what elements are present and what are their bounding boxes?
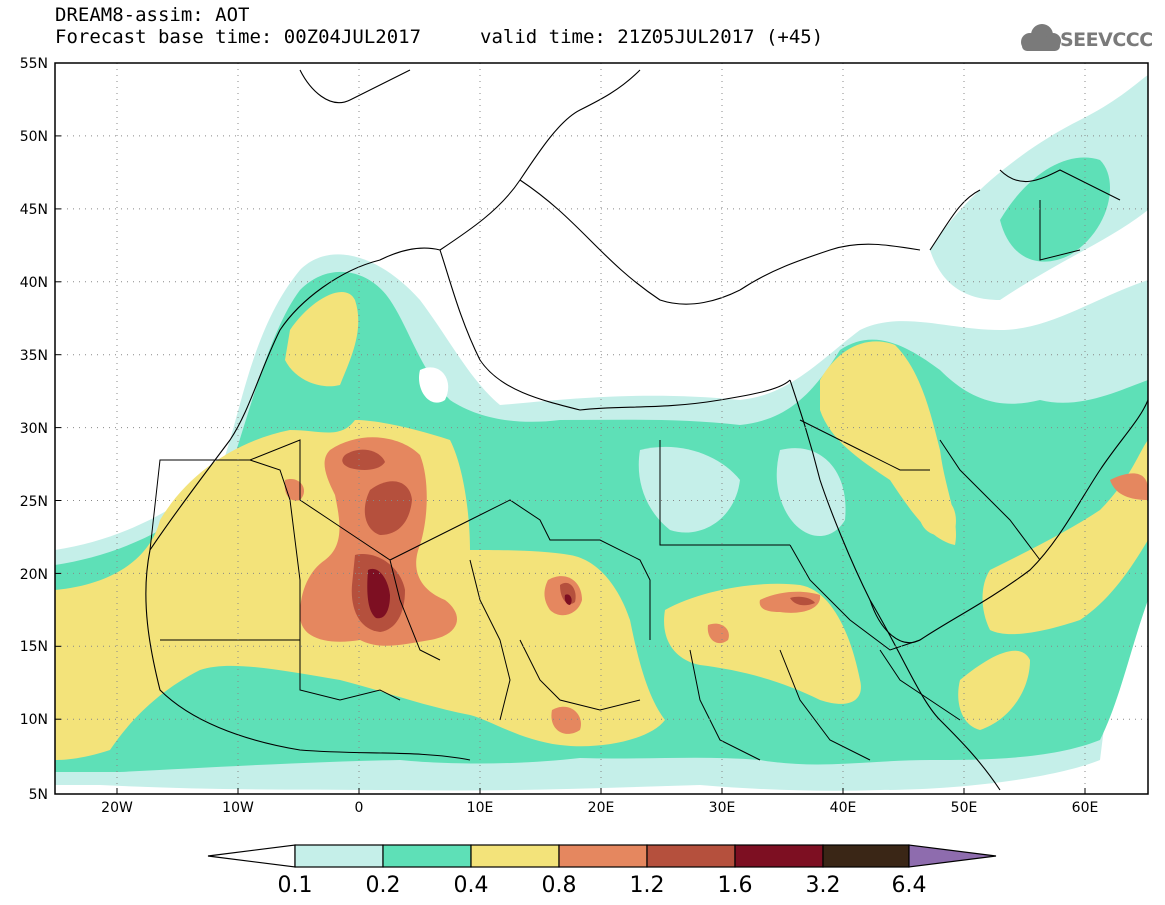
colorbar-bin: [646, 844, 736, 868]
colorbar-label: 1.6: [718, 873, 753, 898]
map-title: DREAM8-assim: AOT: [55, 4, 250, 26]
lat-label: 45N: [20, 202, 48, 218]
lat-label: 5N: [29, 787, 48, 803]
colorbar-label: 0.1: [278, 873, 313, 898]
colorbar-label: 6.4: [892, 873, 927, 898]
colorbar-over-triangle: [908, 844, 997, 868]
lat-label: 40N: [20, 275, 48, 291]
lon-axis: 20W 10W 0 10E 20E 30E 40E 50E 60E: [101, 788, 1098, 816]
lon-label: 10E: [467, 800, 494, 816]
lat-label: 30N: [20, 421, 48, 437]
colorbar-bin: [382, 844, 472, 868]
lon-label: 20E: [588, 800, 615, 816]
lon-label: 10W: [222, 800, 254, 816]
lon-label: 60E: [1072, 800, 1099, 816]
colorbar-bin: [294, 844, 384, 868]
lon-label: 50E: [951, 800, 978, 816]
lat-label: 50N: [20, 129, 48, 145]
colorbar-bin: [558, 844, 648, 868]
colorbar-bin: [734, 844, 824, 868]
aot-level-1.6: [367, 568, 390, 619]
colorbar-label: 0.4: [454, 873, 489, 898]
lon-label: 30E: [709, 800, 736, 816]
logo-text: SEEVCCC: [1060, 29, 1153, 51]
lat-label: 10N: [20, 712, 48, 728]
colorbar-bin: [470, 844, 560, 868]
lat-axis: 55N 50N 45N 40N 35N 30N 25N 20N 15N 10N …: [20, 56, 61, 803]
cloud-icon: [1021, 24, 1061, 51]
lon-label: 20W: [101, 800, 133, 816]
colorbar-label: 3.2: [806, 873, 841, 898]
lon-label: 40E: [830, 800, 857, 816]
aot-level-0.8: [300, 437, 457, 646]
colorbar-label: 0.8: [542, 873, 577, 898]
colorbar-label: 0.2: [366, 873, 401, 898]
valid-time: valid time: 21Z05JUL2017 (+45): [480, 26, 824, 48]
aot-level-1.2: [342, 449, 385, 470]
colorbar-label: 1.2: [630, 873, 665, 898]
lat-label: 25N: [20, 494, 48, 510]
lat-label: 55N: [20, 56, 48, 72]
lon-label: 0: [355, 800, 364, 816]
graticule: [55, 63, 1148, 794]
colorbar-under-triangle: [207, 844, 296, 868]
forecast-base-time: Forecast base time: 00Z04JUL2017: [55, 26, 422, 48]
colorbar-bin: [822, 844, 910, 868]
lat-label: 20N: [20, 567, 48, 583]
country-borders: [149, 200, 1081, 761]
lat-label: 35N: [20, 348, 48, 364]
aot-contours: [55, 63, 1148, 794]
coastlines: [145, 69, 1148, 791]
lat-label: 15N: [20, 639, 48, 655]
